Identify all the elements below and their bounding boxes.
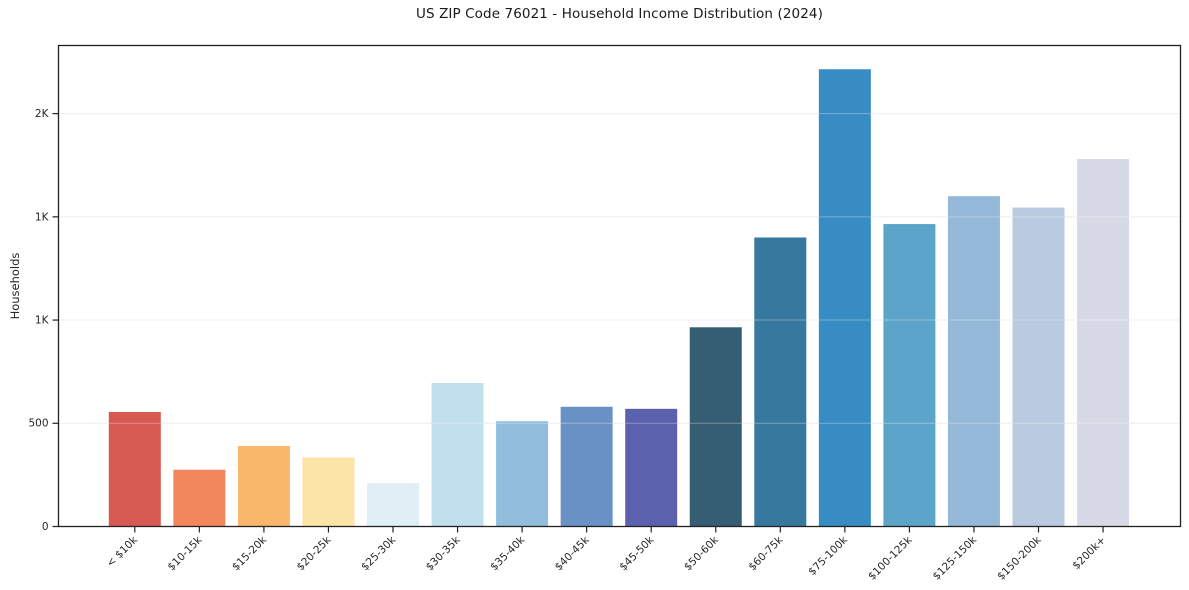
- x-tick-label: $75-100k: [806, 533, 850, 577]
- bar-15: [1012, 207, 1065, 527]
- bar-10: [689, 327, 742, 527]
- x-tick-label: $50-60k: [682, 533, 722, 573]
- y-tick-label: 500: [28, 418, 48, 430]
- bar-9: [625, 408, 678, 527]
- y-tick-label: 2K: [35, 108, 50, 120]
- y-tick-label: 1K: [35, 211, 50, 223]
- bar-14: [947, 196, 1000, 527]
- x-tick-label: $35-40k: [488, 533, 528, 573]
- x-tick-label: $60-75k: [746, 533, 786, 573]
- chart-title: US ZIP Code 76021 - Household Income Dis…: [416, 6, 823, 22]
- bar-6: [431, 383, 484, 527]
- y-tick-label: 1K: [35, 315, 50, 327]
- bar-12: [818, 69, 871, 527]
- bar-13: [883, 224, 936, 527]
- x-tick-label: $10-15k: [165, 533, 205, 573]
- x-tick-label: $200k+: [1070, 534, 1108, 572]
- x-tick-label: $25-30k: [359, 533, 399, 573]
- x-tick-label: $150-200k: [995, 533, 1044, 582]
- bar-2: [173, 469, 226, 527]
- x-tick-label: < $10k: [104, 533, 140, 569]
- x-tick-label: $20-25k: [294, 533, 334, 573]
- x-tick-label: $15-20k: [230, 533, 270, 573]
- x-tick-label: $125-150k: [931, 533, 980, 582]
- x-tick-label: $45-50k: [617, 533, 657, 573]
- y-tick-label: 0: [42, 521, 49, 533]
- bar-5: [367, 483, 419, 527]
- x-tick-label: $100-125k: [866, 533, 915, 582]
- x-tick-label: $30-35k: [424, 533, 464, 573]
- bar-7: [496, 421, 549, 527]
- bar-4: [302, 457, 355, 527]
- plot-border: [57, 44, 1182, 528]
- x-tick-label: $40-45k: [553, 533, 593, 573]
- bar-3: [237, 445, 290, 527]
- bar-16: [1077, 159, 1130, 527]
- bar-8: [560, 406, 613, 527]
- bar-1: [108, 411, 161, 527]
- bar-11: [754, 237, 807, 527]
